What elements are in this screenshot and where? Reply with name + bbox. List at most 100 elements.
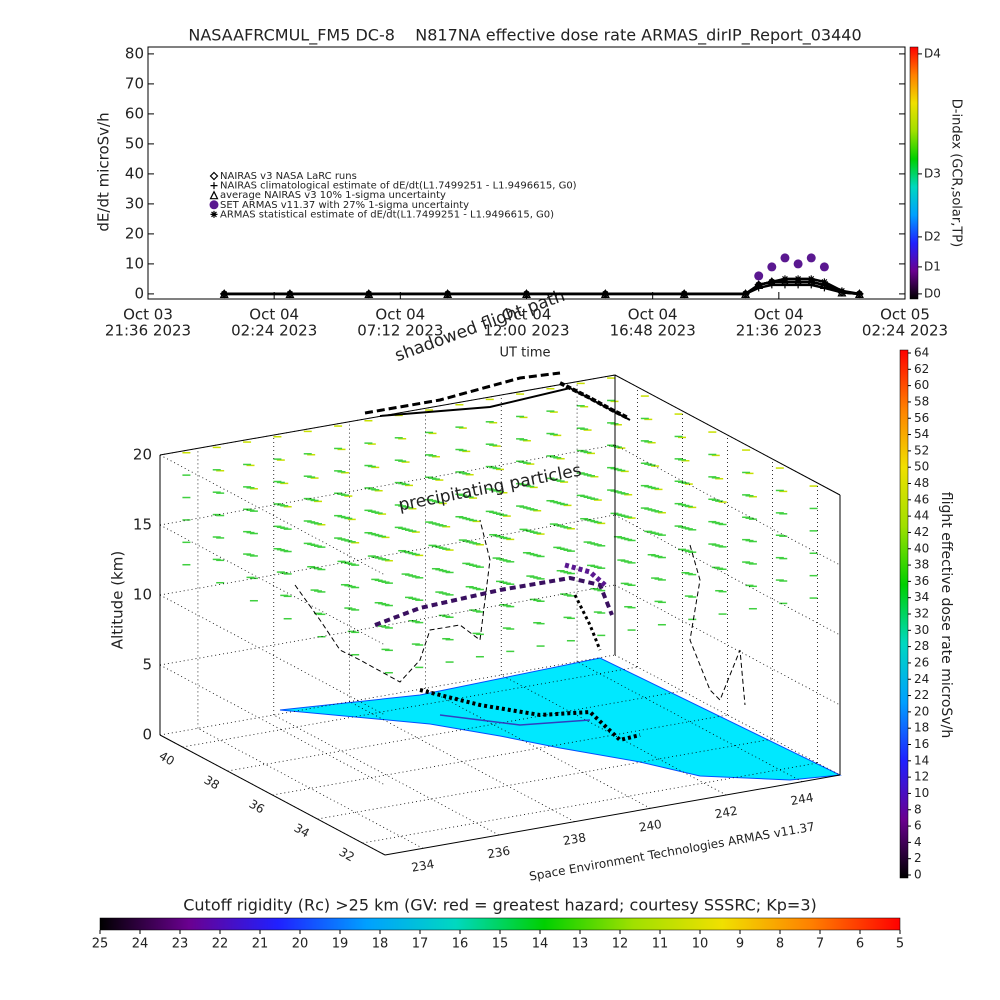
dose-tick-label: 30 <box>914 623 929 637</box>
d-index-tick-label: D0 <box>924 286 941 300</box>
legend-marker <box>209 190 219 200</box>
marker <box>855 290 863 298</box>
z-axis-label: Altitude (km) <box>109 551 127 649</box>
marker <box>767 262 777 272</box>
rigidity-colorbar-label: Cutoff rigidity (Rc) >25 km (GV: red = g… <box>183 896 817 915</box>
dose-tick-label: 32 <box>914 607 929 621</box>
x-tick-label: 02:24 2023 <box>231 322 317 340</box>
rigidity-colorbar <box>99 917 901 931</box>
dose-tick-label: 64 <box>914 346 929 360</box>
dose-tick-label: 44 <box>914 509 929 523</box>
rigidity-tick-label: 22 <box>212 937 229 952</box>
d-index-tick-label: D1 <box>924 259 941 273</box>
z-tick-label: 15 <box>133 516 152 534</box>
x-tick-label: Oct 04 <box>502 306 552 324</box>
series-line <box>224 277 860 296</box>
box-edge <box>384 774 841 856</box>
grid-line <box>614 444 841 566</box>
x-tick-label: 21:36 2023 <box>736 322 822 340</box>
d-index-tick-label: D4 <box>924 46 941 60</box>
marker <box>220 290 228 298</box>
dose-tick-label: 12 <box>914 770 929 784</box>
dose-tick-label: 58 <box>914 394 929 408</box>
rigidity-tick-label: 17 <box>412 937 429 952</box>
dose-tick-label: 46 <box>914 492 929 506</box>
x-tick-label: Oct 04 <box>249 306 299 324</box>
marker <box>781 275 789 283</box>
x-tick-label: 21:36 2023 <box>105 322 191 340</box>
dose-tick-label: 40 <box>914 541 929 555</box>
dose-tick-label: 20 <box>914 704 929 718</box>
marker <box>780 253 790 263</box>
x-tick-label: 12:00 2023 <box>483 322 569 340</box>
dose-tick-label: 50 <box>914 460 929 474</box>
rigidity-tick-label: 14 <box>532 937 549 952</box>
dose-tick-label: 60 <box>914 378 929 392</box>
grid-line <box>227 690 683 772</box>
grid-line <box>501 674 727 796</box>
lon-tick-label: 236 <box>486 844 511 862</box>
grid-line <box>159 584 616 666</box>
flight-shadow <box>439 714 591 726</box>
legend-label: average NAIRAS v3 10% 1-sigma uncertaint… <box>220 190 446 201</box>
d-index-tick-label: D3 <box>924 166 941 180</box>
marker <box>680 290 688 298</box>
legend-label: SET ARMAS v11.37 with 27% 1-sigma uncert… <box>220 200 469 211</box>
lat-tick-label: 32 <box>337 845 357 865</box>
grid-line <box>159 454 386 576</box>
lat-tick-label: 38 <box>202 773 222 793</box>
x-tick-label: Oct 04 <box>628 306 678 324</box>
y-tick-label: 20 <box>125 224 144 242</box>
y-tick-label: 10 <box>125 254 144 272</box>
rigidity-tick-label: 16 <box>452 937 469 952</box>
z-tick-label: 5 <box>142 656 152 674</box>
grid-line <box>614 654 841 776</box>
grid-line <box>159 654 616 736</box>
y-axis-label: dE/dt microSv/h <box>95 112 113 231</box>
chart-title: NASAAFRCMUL_FM5 DC-8 N817NA effective do… <box>188 26 861 46</box>
rigidity-tick-label: 11 <box>652 937 669 952</box>
rigidity-tick-label: 23 <box>172 937 189 952</box>
rigidity-tick-label: 25 <box>92 937 109 952</box>
marker <box>819 280 829 289</box>
legend-label: NAIRAS v3 NASA LaRC runs <box>220 171 357 182</box>
rigidity-tick-label: 5 <box>896 937 904 952</box>
dose-tick-label: 6 <box>914 819 922 833</box>
marker <box>754 271 764 281</box>
marker <box>286 290 294 298</box>
marker <box>780 277 790 286</box>
grid-line <box>576 661 803 783</box>
marker <box>838 287 846 295</box>
dose-tick-label: 4 <box>914 835 922 849</box>
dose-tick-label: 26 <box>914 655 929 669</box>
marker <box>742 290 750 298</box>
flight-shadow <box>419 688 641 743</box>
grid-line <box>159 514 616 596</box>
marker <box>819 262 829 272</box>
grid-line <box>159 594 386 716</box>
land-area <box>279 657 842 781</box>
dose-tick-label: 8 <box>914 802 922 816</box>
legend-label: ARMAS statistical estimate of dE/dt(L1.7… <box>220 209 554 220</box>
lat-tick-label: 36 <box>247 797 267 817</box>
flight-path <box>294 371 746 743</box>
legend-marker <box>210 210 218 218</box>
rigidity-tick-label: 24 <box>132 937 149 952</box>
d-index-label: D-index (GCR,solar,TP) <box>949 99 964 247</box>
grid-line <box>425 687 651 809</box>
z-tick-label: 20 <box>133 446 152 464</box>
dose-tick-label: 0 <box>914 868 922 882</box>
legend-label: NAIRAS climatological estimate of dE/dt(… <box>220 181 577 192</box>
rigidity-tick-label: 19 <box>332 937 349 952</box>
marker <box>807 275 815 283</box>
rigidity-tick-label: 13 <box>572 937 589 952</box>
dose-tick-label: 2 <box>914 851 922 865</box>
box-edge <box>614 374 841 496</box>
grid-line <box>159 524 386 646</box>
flight-track-high <box>364 371 561 415</box>
lon-tick-label: 238 <box>562 830 587 848</box>
lon-tick-label: 240 <box>638 817 663 835</box>
x-tick-label: Oct 04 <box>754 306 804 324</box>
